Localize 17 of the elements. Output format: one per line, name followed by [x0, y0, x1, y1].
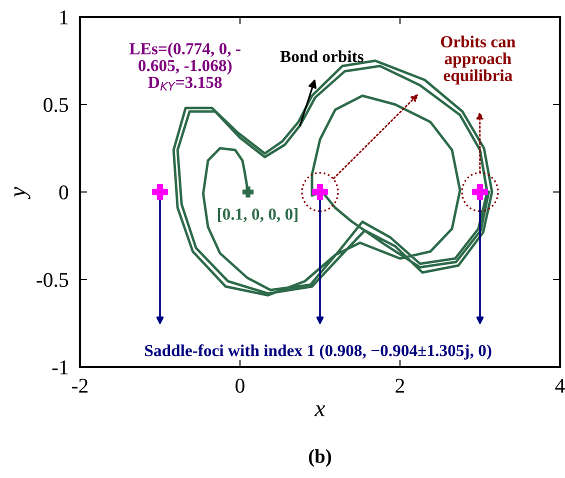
y-tick-label: -1 [52, 360, 68, 374]
y-tick-label: 0 [59, 185, 68, 200]
x-axis-title: x [314, 405, 326, 416]
x-tick-label: 2 [396, 378, 404, 393]
x-tick-label: 4 [555, 378, 565, 393]
y-tick-label: 0.5 [44, 98, 68, 112]
annotation: Orbits can approach equilibria [441, 36, 516, 84]
annotation: Bond orbits [280, 50, 364, 62]
y-tick-label: 1 [60, 10, 68, 24]
annotation: Saddle-foci with index 1 (0.908, −0.904±1.305j, 0) [145, 344, 492, 360]
annotation: LEs=(0.774, 0, - 0.605, -1.068) D$_{KY}$=3.158 [129, 42, 240, 91]
x-tick-label: -2 [72, 378, 88, 393]
x-tick-label: 0 [236, 378, 244, 393]
y-tick-label: -0.5 [36, 272, 68, 288]
annotation: [0.1, 0, 0, 0] [218, 208, 298, 222]
y-axis-title: y [14, 186, 30, 200]
text: (b) [308, 449, 332, 467]
